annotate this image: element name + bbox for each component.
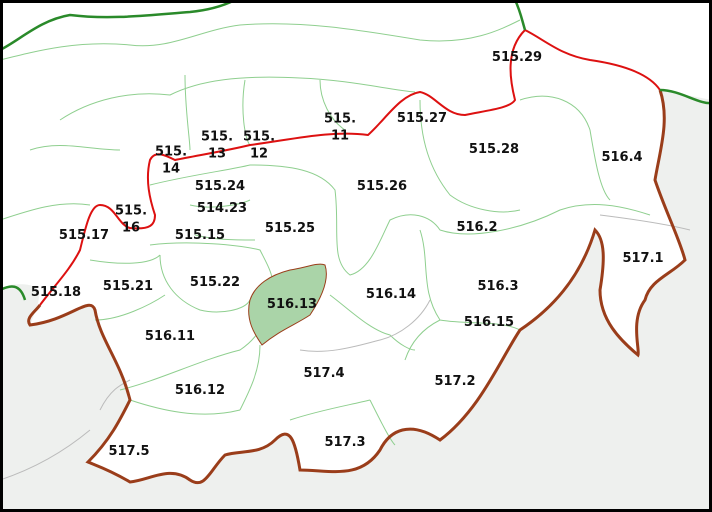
region-label: 515. 13	[201, 130, 233, 162]
region-label-line: 517.4	[303, 366, 344, 381]
region-label-line: 515.21	[103, 279, 153, 294]
region-label-line: 515.	[324, 112, 356, 127]
region-label: 515.17	[59, 228, 109, 243]
red-border	[39, 28, 661, 306]
region-label-line: 516.12	[175, 383, 225, 398]
region-label: 515. 11	[324, 112, 356, 144]
region-label-line: 515.29	[492, 50, 542, 65]
region-label-line: 14	[162, 162, 180, 177]
region-label-line: 13	[208, 147, 226, 162]
region-label: 515. 16	[115, 204, 147, 236]
region-label: 515.29	[492, 50, 542, 65]
region-label-line: 515.26	[357, 179, 407, 194]
region-label-line: 517.3	[324, 435, 365, 450]
internal-borders	[0, 19, 651, 446]
region-label-line: 516.15	[464, 315, 514, 330]
region-label-line: 515.25	[265, 221, 315, 236]
region-label-line: 515.	[201, 130, 233, 145]
region-label-line: 515.	[243, 130, 275, 145]
region-label-line: 515.24	[195, 179, 245, 194]
region-label: 515.18	[31, 285, 81, 300]
region-label-line: 516.3	[477, 279, 518, 294]
region-label-line: 514.23	[197, 201, 247, 216]
region-label-line: 516.11	[145, 329, 195, 344]
region-label: 515.15	[175, 228, 225, 243]
land-area	[0, 0, 712, 483]
region-label-line: 515.	[155, 145, 187, 160]
region-label: 515. 14	[155, 145, 187, 177]
region-label: 515.28	[469, 142, 519, 157]
region-label: 516.11	[145, 329, 195, 344]
region-label: 515.26	[357, 179, 407, 194]
region-label-line: 517.5	[108, 444, 149, 459]
region-label: 516.15	[464, 315, 514, 330]
region-label-line: 515.15	[175, 228, 225, 243]
region-label-line: 515.	[115, 204, 147, 219]
highlighted-region-516-13[interactable]	[248, 263, 327, 346]
region-label: 514.23	[197, 201, 247, 216]
region-label-line: 516.4	[601, 150, 642, 165]
region-label-line: 517.2	[434, 374, 475, 389]
brown-border	[27, 89, 687, 484]
region-label: 517.1	[622, 251, 663, 266]
region-label-line: 516.2	[456, 220, 497, 235]
region-label-line: 16	[122, 221, 140, 236]
region-label: 516.12	[175, 383, 225, 398]
region-label: 517.5	[108, 444, 149, 459]
region-label-line: 515.22	[190, 275, 240, 290]
roads	[0, 214, 691, 481]
region-label: 516.13	[267, 297, 317, 312]
region-label-line: 515.17	[59, 228, 109, 243]
region-label: 516.3	[477, 279, 518, 294]
region-label-line: 517.1	[622, 251, 663, 266]
region-label: 515.27	[397, 111, 447, 126]
region-label-line: 515.18	[31, 285, 81, 300]
region-label: 516.14	[366, 287, 416, 302]
region-label-line: 515.28	[469, 142, 519, 157]
region-label-line: 515.27	[397, 111, 447, 126]
region-label-line: 516.13	[267, 297, 317, 312]
region-label: 515.24	[195, 179, 245, 194]
region-label-line: 516.14	[366, 287, 416, 302]
region-label: 516.2	[456, 220, 497, 235]
region-label: 517.4	[303, 366, 344, 381]
green-border-right	[659, 88, 712, 105]
region-label: 516.4	[601, 150, 642, 165]
region-label-line: 11	[331, 129, 349, 144]
region-label: 515.21	[103, 279, 153, 294]
region-label: 517.2	[434, 374, 475, 389]
region-label: 515.22	[190, 275, 240, 290]
region-label: 515.25	[265, 221, 315, 236]
region-label-line: 12	[250, 147, 268, 162]
region-label: 515. 12	[243, 130, 275, 162]
region-label: 517.3	[324, 435, 365, 450]
